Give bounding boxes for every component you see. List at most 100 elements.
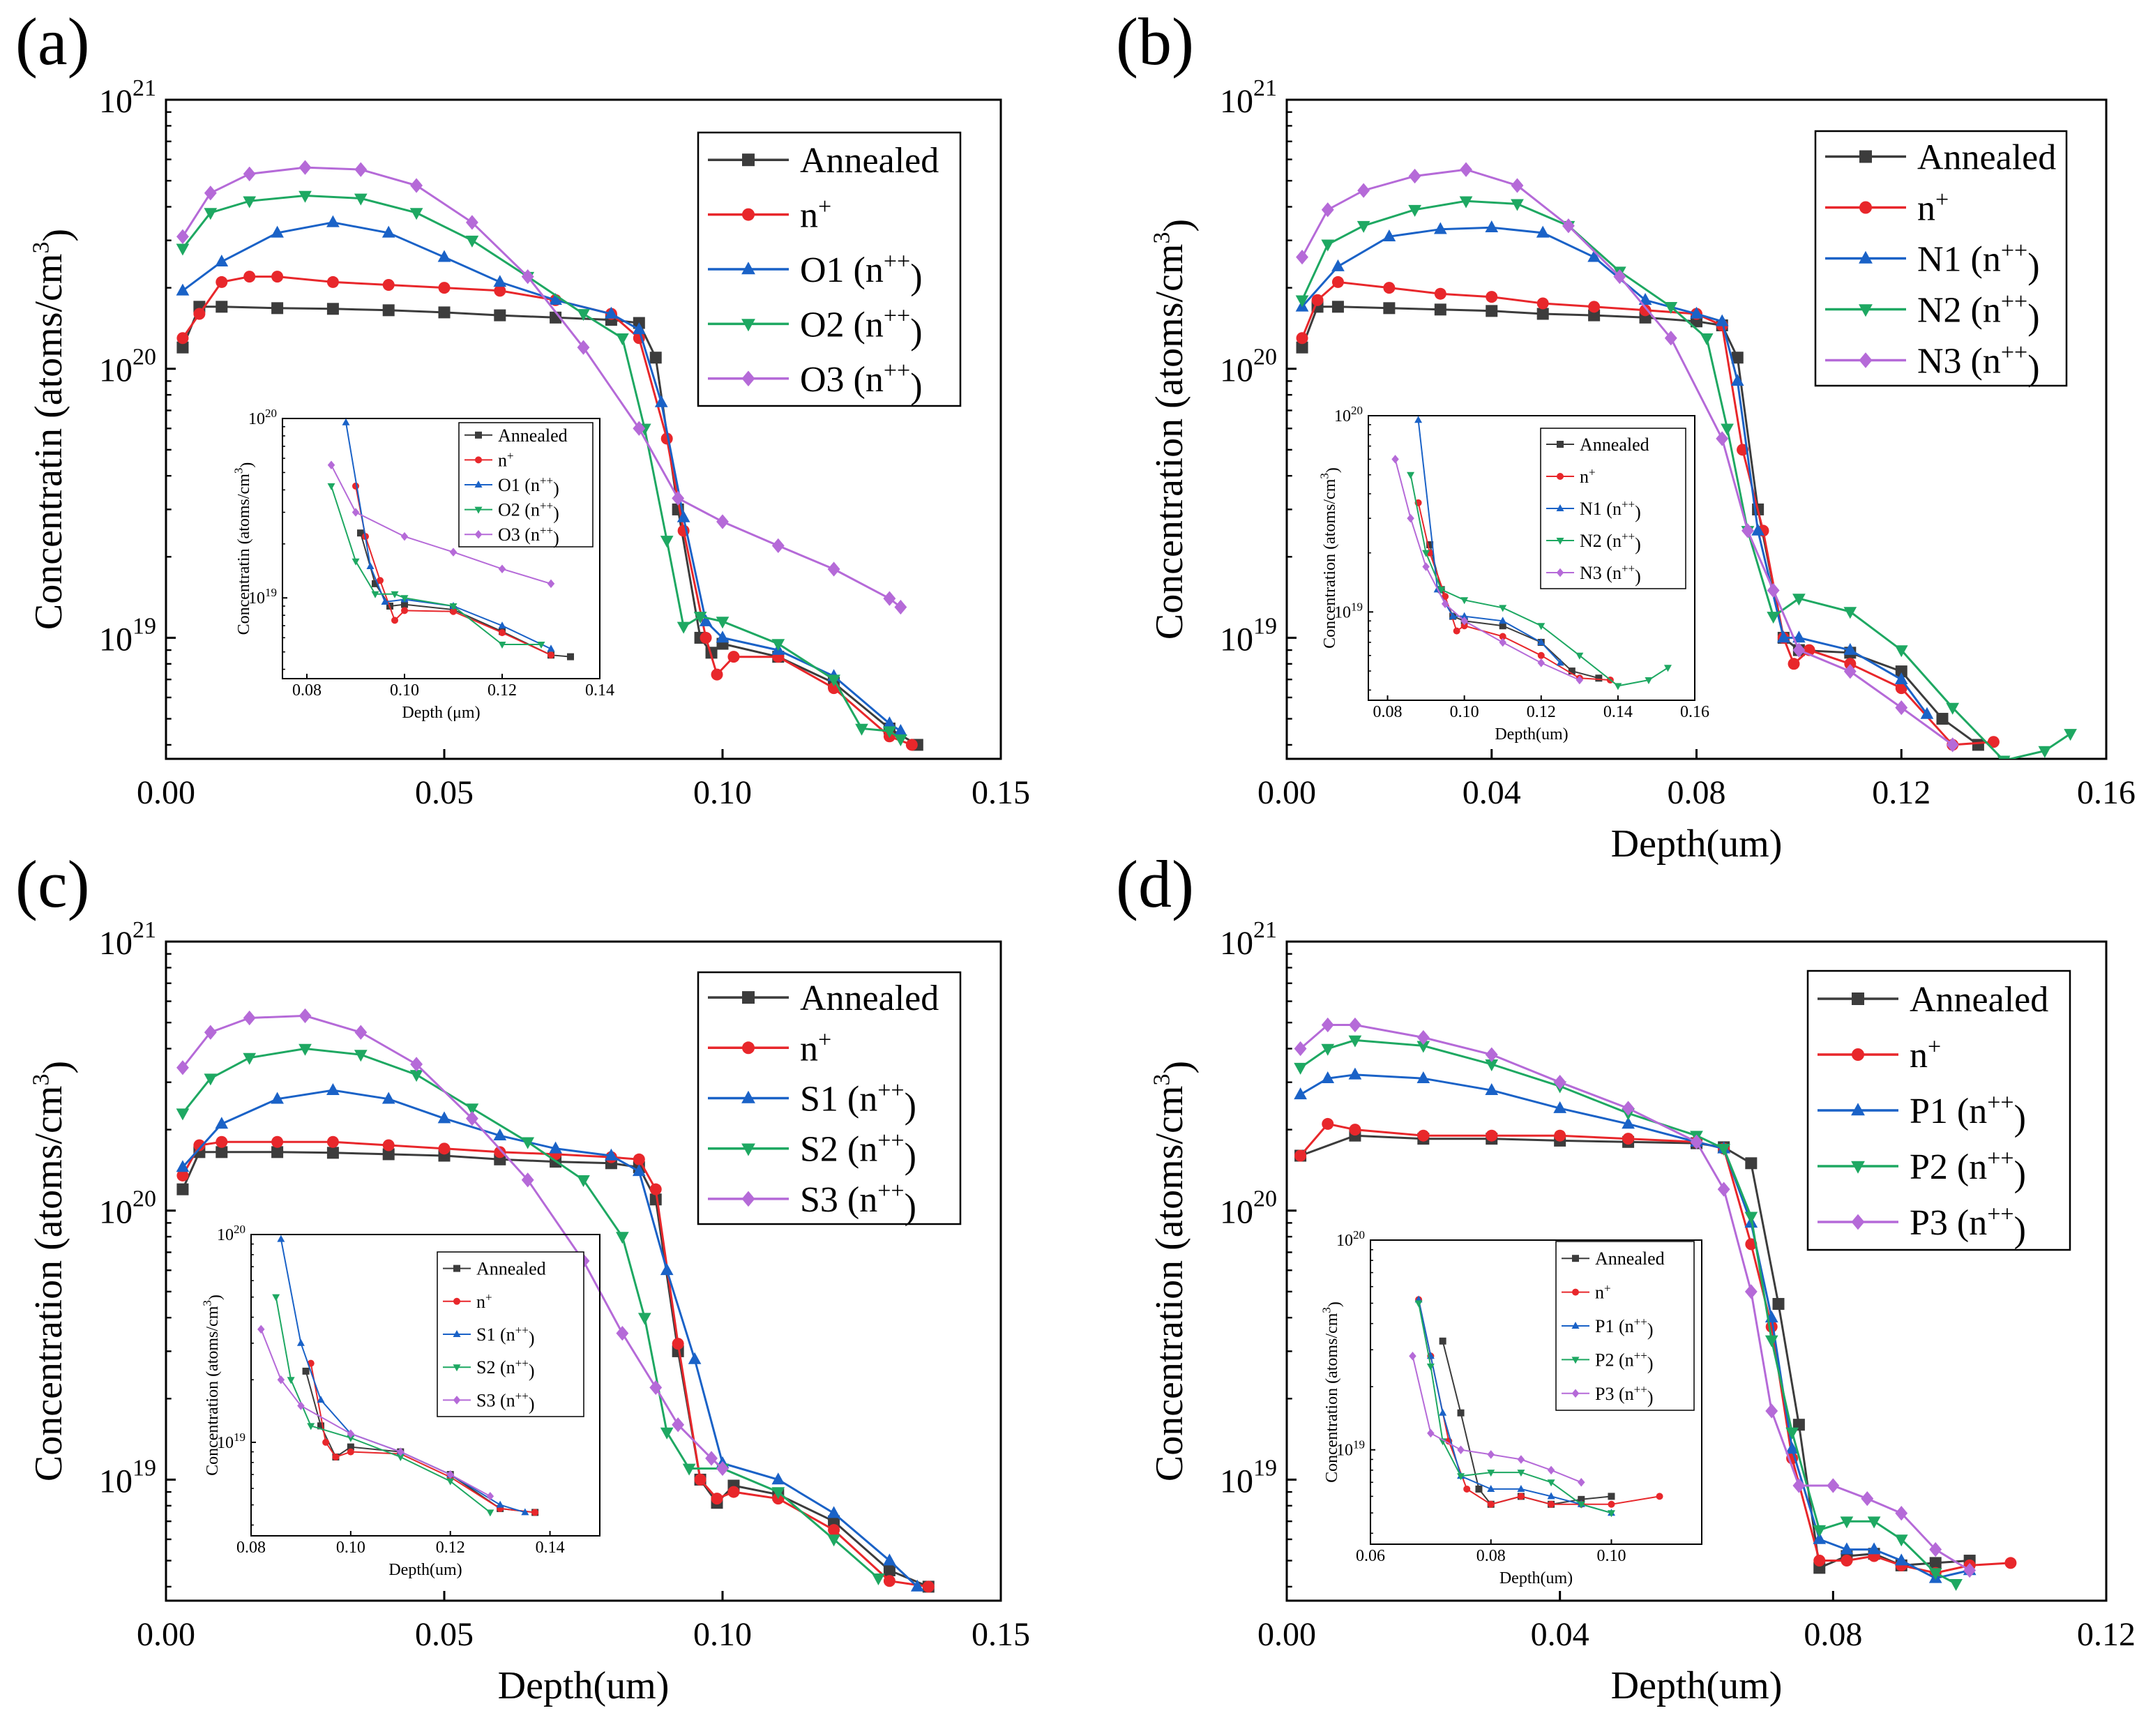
panel-label: (a) [15, 4, 90, 79]
main-point-s2 [1321, 1043, 1335, 1056]
inset-legend-label: Annealed [1580, 435, 1649, 455]
main-point-s3 [1357, 183, 1370, 198]
main-point-s1 [1321, 1071, 1335, 1083]
inset-point-s3 [486, 1492, 494, 1501]
inset-legend-marker [1571, 1322, 1580, 1329]
inset-point-s2 [1576, 652, 1584, 660]
panel-1: (b) 0.00 0.04 0.08 0.12 0.16 1019 1020 1021 Conce… [1116, 4, 2136, 866]
inset-point-Annealed [1568, 667, 1576, 675]
inset-point-s2 [498, 642, 506, 649]
main-point-s2 [1721, 423, 1734, 436]
inset-xtick-label: 0.10 [336, 1539, 365, 1557]
inset-legend-marker [474, 506, 483, 514]
inset-legend-marker [1572, 1288, 1579, 1296]
main-point-s1 [1485, 1083, 1499, 1096]
main-point-s1 [632, 322, 646, 335]
main-point-s2 [299, 1043, 312, 1056]
main-legend-label: S2 (n++​) [800, 1128, 916, 1177]
main-point-s1 [1587, 250, 1601, 262]
inset-point-nplus [1487, 1500, 1495, 1508]
main-point-nplus [1322, 1117, 1334, 1130]
main-point-s2 [1744, 1212, 1758, 1224]
main-legend-marker [741, 1143, 755, 1156]
main-point-s1 [1920, 707, 1934, 719]
main-point-Annealed [494, 309, 506, 322]
main-point-s1 [1843, 642, 1857, 655]
inset-legend-marker [1557, 473, 1564, 480]
main-point-s2 [827, 674, 840, 687]
main-point-s2 [827, 1534, 840, 1547]
inset-point-Annealed [567, 653, 574, 661]
main-point-s1 [1294, 1087, 1307, 1100]
main-point-nplus [1434, 287, 1446, 300]
main-point-s2 [1511, 199, 1524, 211]
main-point-nplus [243, 271, 256, 283]
inset-point-s3 [1576, 675, 1584, 685]
inset-point-s2 [1577, 1501, 1585, 1509]
main-point-s3 [521, 269, 534, 285]
main-point-s3 [1321, 1017, 1334, 1033]
main-point-s2 [1928, 1568, 1942, 1580]
inset-legend-marker [453, 1330, 461, 1337]
main-point-s1 [549, 293, 562, 305]
main-point-s3 [1460, 162, 1472, 177]
main-point-s2 [354, 193, 368, 206]
main-point-s2 [1767, 612, 1781, 624]
main-point-s3 [633, 421, 646, 436]
inset-point-Annealed [357, 529, 364, 537]
main-series-line-s2 [1299, 1039, 1957, 1585]
main-ytick-label: 1021 [1220, 917, 1277, 962]
inset-xtick-label: 0.14 [536, 1539, 565, 1557]
main-point-s2 [682, 1463, 696, 1476]
main-point-s3 [243, 166, 256, 181]
inset-point-s1 [496, 1500, 504, 1508]
main-point-s2 [204, 208, 218, 220]
main-point-nplus [271, 1135, 284, 1148]
inset-series-line-nplus [355, 485, 552, 656]
main-point-s3 [204, 186, 217, 201]
main-point-Annealed [1929, 1557, 1942, 1569]
main-series-line-s3 [181, 1014, 724, 1470]
inset-x-axis-title: Depth(um) [1499, 1569, 1573, 1587]
main-point-s2 [1459, 196, 1473, 209]
inset-frame [1370, 1239, 1702, 1545]
main-point-s1 [1785, 1442, 1799, 1454]
main-point-s3 [243, 1010, 256, 1026]
main-point-s1 [1894, 672, 1908, 684]
main-point-nplus [700, 631, 712, 644]
main-legend-marker [1859, 250, 1873, 264]
main-point-s1 [437, 250, 451, 262]
inset-frame [250, 1234, 600, 1537]
main-point-nplus [2004, 1557, 2017, 1569]
main-point-s1 [493, 1128, 507, 1140]
main-xtick-label: 0.05 [415, 1616, 474, 1653]
x-axis-title: Depth(um) [498, 1664, 670, 1707]
main-legend-label: P1 (n++​) [1910, 1089, 2026, 1138]
main-xtick-label: 0.10 [693, 774, 752, 811]
main-xtick-label: 0.00 [1257, 1616, 1316, 1653]
inset-point-nplus [450, 607, 457, 615]
inset-x-axis-title: Depth(um) [1495, 725, 1568, 744]
inset-y-axis-title: Concentration (atoms/cm3​) [201, 1295, 225, 1476]
main-point-s2 [855, 723, 868, 736]
main-point-s1 [1433, 222, 1447, 234]
main-point-Annealed [1331, 301, 1344, 313]
main-xtick-label: 0.12 [1872, 774, 1930, 811]
main-point-nplus [1987, 736, 2000, 748]
main-point-nplus [193, 308, 206, 320]
main-point-s3 [1416, 1029, 1430, 1046]
main-point-s2 [1765, 1335, 1778, 1348]
inset-legend-marker [453, 1297, 460, 1305]
y-axis-title: Concentration (atoms/cm3​) [27, 1061, 79, 1481]
main-legend-marker [1859, 352, 1873, 368]
main-frame [1285, 940, 2108, 1602]
main-point-s3 [1622, 1101, 1635, 1116]
inset-point-s1 [277, 1235, 285, 1242]
main-xtick-label: 0.15 [972, 774, 1030, 811]
main-series-group [176, 1008, 935, 1593]
main-point-s2 [1357, 220, 1370, 233]
main-point-s1 [699, 614, 713, 626]
inset-point-nplus [332, 1453, 340, 1460]
inset-point-s2 [307, 1423, 315, 1431]
inset-point-s1 [1547, 1492, 1555, 1500]
